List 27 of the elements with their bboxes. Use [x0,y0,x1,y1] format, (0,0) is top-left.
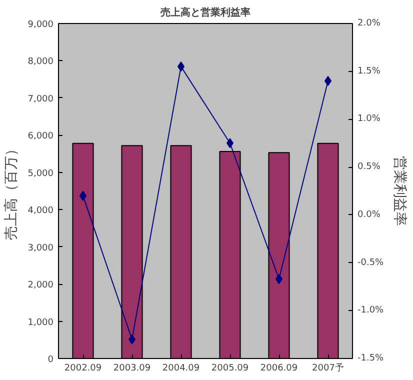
y-tick-label: 7,000 [28,94,54,104]
y2-tick-label: -1.5% [358,354,384,364]
y-tick-label: 2,000 [28,280,54,291]
y-tick-label: 9,000 [28,20,54,30]
x-tick-label: 2007予 [312,362,344,374]
y-tick-label: 8,000 [28,57,54,68]
x-tick-label: 2004.09 [162,364,200,374]
y-tick-label: 0 [48,355,54,365]
y2-axis-title: 営業利益率 [392,156,408,226]
y2-tick-label: 1.5% [358,66,381,76]
y2-tick-label: 2.0% [358,18,381,28]
y2-tick-label: -0.5% [358,258,384,268]
y-tick-label: 1,000 [28,318,54,328]
x-tick-label: 2006.09 [260,364,298,374]
y-axis-title: 売上高（百万） [4,142,20,240]
y-tick-label: 6,000 [28,132,54,142]
y2-tick-label: -1.0% [358,306,384,316]
y-tick-label: 5,000 [28,168,54,179]
y2-tick-label: 0.5% [358,162,381,172]
chart-title: 売上高と営業利益率 [160,6,250,18]
y-tick-label: 4,000 [28,206,54,216]
y-tick-label: 3,000 [28,243,54,254]
x-tick-label: 2003.09 [113,364,151,374]
x-tick-label: 2005.09 [211,364,249,374]
y2-tick-label: 1.0% [358,114,381,124]
y2-tick-label: 0.0% [358,210,381,220]
x-tick-label: 2002.09 [64,364,102,374]
